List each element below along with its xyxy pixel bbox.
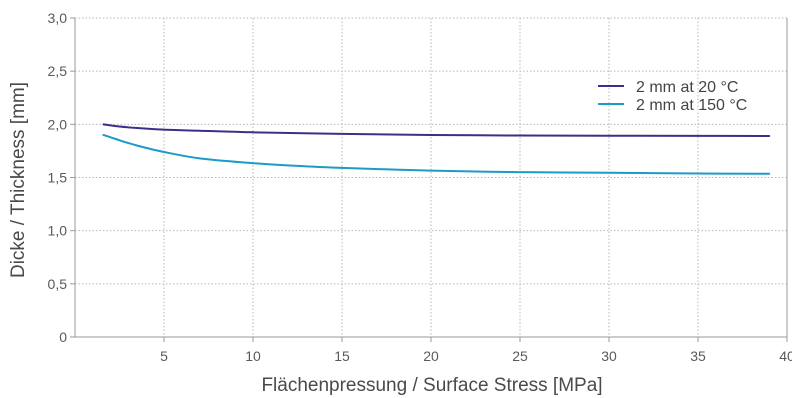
legend-label-1: 2 mm at 20 °C [636, 79, 738, 96]
x-tick-label: 40 [779, 348, 792, 364]
series-line-2 [102, 133, 771, 175]
y-tick-label: 2,0 [48, 116, 68, 132]
axes: 0 0,5 1,0 1,5 2,0 2,5 3,0 5 10 15 20 25 30 35 40 [48, 10, 792, 364]
x-tick-label: 15 [334, 348, 350, 364]
x-axis-title: Flächenpressung / Surface Stress [MPa] [261, 375, 602, 396]
series-line-1 [102, 123, 771, 138]
y-axis-title: Dicke / Thickness [mm] [8, 82, 29, 278]
y-tick-label: 1,0 [48, 223, 68, 239]
x-tick-label: 35 [690, 348, 706, 364]
y-tick-label: 1,5 [48, 170, 68, 186]
y-tick-label: 2,5 [48, 63, 68, 79]
y-tick-label: 3,0 [48, 10, 68, 26]
x-tick-label: 10 [245, 348, 261, 364]
x-tick-label: 5 [160, 348, 168, 364]
x-tick-label: 25 [512, 348, 528, 364]
y-tick-label: 0 [59, 329, 67, 345]
legend-label-2: 2 mm at 150 °C [636, 97, 747, 114]
y-tick-label: 0,5 [48, 276, 68, 292]
series-lines [102, 123, 771, 175]
grid [75, 17, 787, 337]
x-tick-label: 20 [423, 348, 439, 364]
legend: 2 mm at 20 °C2 mm at 150 °C [598, 79, 747, 114]
x-tick-label: 30 [601, 348, 617, 364]
